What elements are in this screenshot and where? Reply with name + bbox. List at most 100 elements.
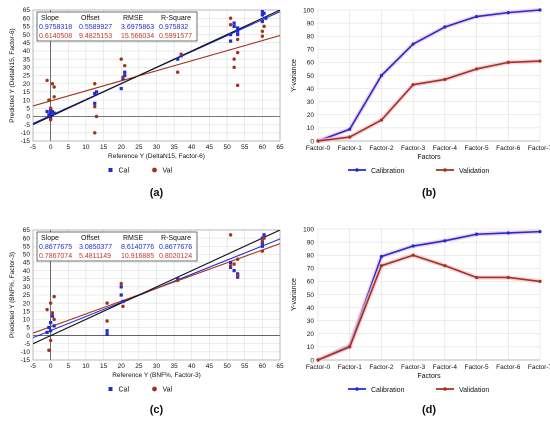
data-point-cal — [260, 244, 264, 248]
x-axis-title: Factors — [417, 373, 441, 380]
x-tick-label: 40 — [188, 144, 196, 151]
data-point-calibration — [506, 11, 510, 15]
data-point-val — [93, 131, 97, 135]
data-point-cal — [45, 330, 49, 334]
y-tick-label: 90 — [307, 239, 315, 246]
data-point-val — [50, 81, 55, 86]
legend-label-val: Val — [163, 387, 173, 394]
data-point-calibration — [474, 14, 479, 19]
x-tick-label: Factor-3 — [401, 364, 426, 371]
y-tick-label: 10 — [23, 317, 31, 324]
data-point-val — [235, 257, 240, 261]
data-point-cal — [52, 111, 56, 115]
data-point-val — [105, 301, 109, 305]
y-tick-label: 35 — [23, 56, 31, 63]
data-point-val — [45, 307, 49, 312]
data-point-calibration — [411, 244, 415, 248]
data-point-cal — [93, 101, 97, 105]
data-point-val — [235, 37, 240, 42]
panel-label: (a) — [150, 187, 164, 199]
chart-panel-2: -5 0 5 10 15 20 25 30 35 40 45 50 55 60 65-15-10-50510… — [9, 227, 284, 416]
stats-box — [36, 231, 198, 262]
x-tick-label: -5 — [30, 144, 36, 151]
y-tick-label: 20 — [23, 81, 31, 88]
data-point-val — [48, 301, 53, 305]
data-point-cal — [119, 87, 123, 91]
data-point-validation — [411, 83, 415, 87]
legend-marker-cal — [108, 387, 113, 391]
data-point-val — [235, 83, 240, 88]
x-tick-label: 40 — [188, 363, 196, 370]
x-tick-label: Factor-4 — [433, 364, 458, 371]
y-tick-label: 70 — [307, 266, 315, 273]
y-tick-label: 5 — [26, 325, 30, 332]
data-point-cal — [236, 29, 240, 33]
stats-value: 0.5991577 — [159, 33, 192, 40]
y-tick-label: 80 — [307, 253, 315, 260]
data-point-cal — [93, 91, 97, 96]
stats-value: 0.8677676 — [159, 244, 192, 251]
x-tick-label: -5 — [30, 363, 36, 370]
y-tick-label: 0 — [26, 114, 30, 121]
x-tick-label: Factor-6 — [496, 364, 521, 371]
series-line-calibration — [317, 9, 541, 142]
stats-value: 0.6140508 — [39, 33, 72, 40]
legend-marker-calibration — [355, 168, 359, 172]
x-tick-label: 30 — [153, 144, 161, 151]
y-tick-label: 0 — [310, 138, 314, 145]
data-point-cal — [45, 109, 49, 114]
data-point-val — [175, 278, 180, 283]
data-point-val — [47, 98, 51, 102]
series-line-validation — [317, 60, 541, 142]
y-tick-label: 45 — [23, 40, 31, 47]
y-tick-label: 80 — [307, 34, 315, 41]
stats-value: 10.916885 — [121, 253, 154, 260]
y-tick-label: 25 — [23, 73, 31, 80]
data-point-cal — [50, 314, 55, 318]
data-point-val — [232, 65, 236, 70]
stats-value: 0.7867074 — [39, 253, 72, 260]
stats-header: Slope — [41, 235, 59, 242]
data-point-cal — [52, 324, 56, 328]
data-point-cal — [264, 16, 268, 20]
x-tick-label: 65 — [276, 144, 284, 151]
x-tick-label: 50 — [223, 363, 231, 370]
series-line-validation — [317, 254, 541, 361]
data-point-val — [260, 34, 265, 38]
y-tick-label: 100 — [303, 7, 314, 14]
data-point-val — [260, 239, 265, 244]
data-point-validation — [474, 275, 479, 280]
x-tick-label: Factor-7 — [528, 145, 550, 152]
data-point-val — [52, 317, 56, 322]
x-tick-label: 15 — [100, 144, 108, 151]
data-point-val — [260, 29, 265, 33]
y-tick-label: -5 — [24, 122, 30, 129]
data-point-validation — [474, 67, 479, 71]
data-point-val — [48, 106, 53, 110]
data-point-val — [228, 264, 233, 268]
data-point-cal — [236, 26, 240, 30]
data-point-validation — [506, 275, 510, 280]
data-point-cal — [123, 70, 127, 74]
y-tick-label: 70 — [307, 47, 315, 54]
data-point-calibration — [538, 8, 542, 12]
x-tick-label: 60 — [259, 363, 267, 370]
data-point-cal — [50, 109, 55, 114]
data-point-val — [119, 281, 123, 286]
y-axis-title: Y-variance — [291, 59, 298, 92]
data-point-validation — [348, 345, 352, 349]
data-point-val — [48, 338, 53, 343]
data-point-cal — [260, 236, 264, 240]
panel-label: (b) — [422, 187, 436, 199]
y-tick-label: -15 — [21, 357, 31, 364]
data-point-cal — [262, 233, 266, 237]
stats-value: 15.566034 — [121, 33, 154, 40]
legend-marker-cal — [108, 168, 113, 172]
y-axis-title: Predicted Y (BNF%, Factor-3) — [9, 252, 16, 338]
y-tick-label: 0 — [26, 333, 30, 340]
y-tick-label: 65 — [23, 227, 31, 234]
y-tick-label: 15 — [23, 308, 31, 315]
y-tick-label: 40 — [307, 305, 315, 312]
